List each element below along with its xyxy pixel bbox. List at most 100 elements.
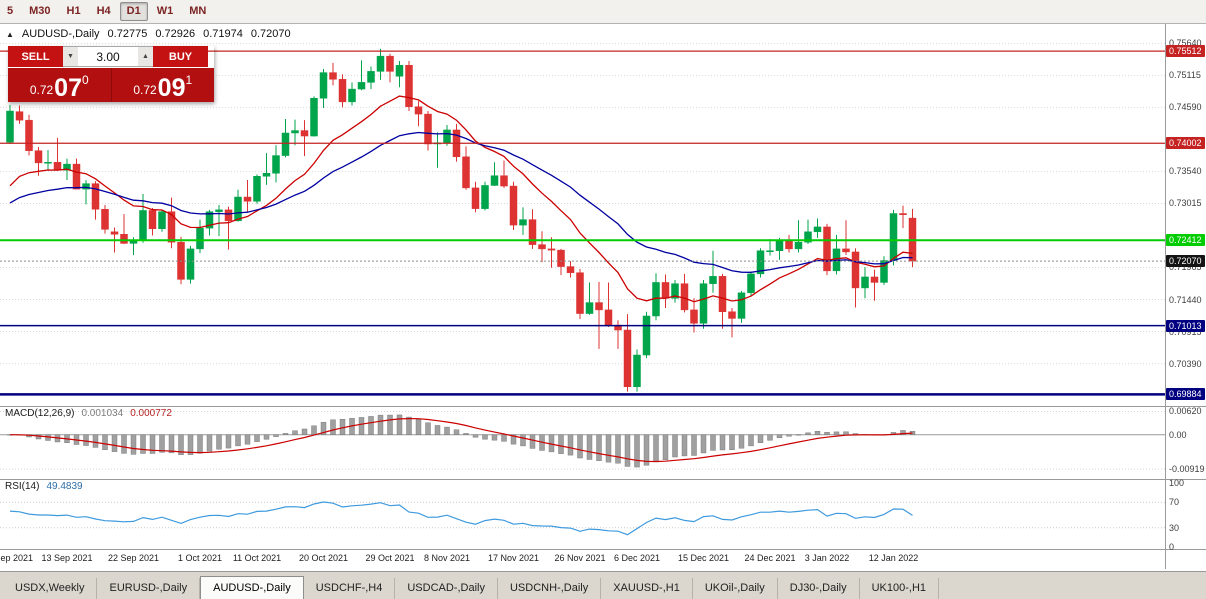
candle-body xyxy=(139,210,147,241)
candle-body xyxy=(72,163,81,190)
date-label: 13 Sep 2021 xyxy=(41,553,93,563)
collapse-icon[interactable]: ▲ xyxy=(6,29,14,39)
timeframe-button-d1[interactable]: D1 xyxy=(119,2,148,21)
timeframe-button-h1[interactable]: H1 xyxy=(66,5,81,17)
rsi-axis-label: 100 xyxy=(1169,478,1185,488)
macd-histogram-bar xyxy=(776,434,783,439)
chart-tab-usdcnh-daily[interactable]: USDCNH-,Daily xyxy=(498,578,602,599)
timeframe-button-w1[interactable]: W1 xyxy=(156,5,174,17)
chart-title: AUDUSD-,Daily xyxy=(21,28,100,40)
candle-body xyxy=(177,241,185,280)
candle-body xyxy=(642,315,651,356)
price-axis-label: 0.71965 xyxy=(1169,262,1202,273)
chart-tab-usdcad-daily[interactable]: USDCAD-,Daily xyxy=(395,578,498,599)
macd-histogram-bar xyxy=(634,434,640,468)
candle-body xyxy=(300,130,309,137)
candle-body xyxy=(490,175,499,186)
macd-histogram-bar xyxy=(339,419,346,435)
price-axis-label: 0.74590 xyxy=(1169,102,1202,113)
chart-tab-dj30-daily[interactable]: DJ30-,Daily xyxy=(778,578,860,599)
macd-histogram-bar xyxy=(16,434,23,436)
chart-tab-usdchf-h4[interactable]: USDCHF-,H4 xyxy=(304,578,396,599)
candle-body xyxy=(82,183,90,190)
sell-price-point: 0 xyxy=(81,73,89,87)
date-label: 3 Sep 2021 xyxy=(0,553,34,563)
volume-down-button[interactable]: ▼ xyxy=(63,46,78,67)
sell-price-display[interactable]: 0.72 07 0 xyxy=(8,68,111,102)
candle-body xyxy=(53,162,62,171)
chart-tab-eurusd-daily[interactable]: EURUSD-,Daily xyxy=(97,578,201,599)
macd-histogram-bar xyxy=(225,434,232,449)
chart-ohlc-header: ▲ AUDUSD-,Daily 0.72775 0.72926 0.71974 … xyxy=(6,28,291,40)
candle-body xyxy=(908,217,917,262)
buy-button[interactable]: BUY xyxy=(153,46,208,67)
candle-body xyxy=(785,240,793,250)
candle-body xyxy=(680,283,689,311)
macd-histogram-bar xyxy=(453,429,460,435)
timeframe-button-mn[interactable]: MN xyxy=(189,5,207,17)
chart-tab-usdx-weekly[interactable]: USDX,Weekly xyxy=(3,578,98,599)
ohlc-close: 0.72070 xyxy=(250,28,291,40)
macd-histogram-bar xyxy=(852,433,859,435)
hline-price-tag[interactable]: 0.75512 xyxy=(1166,45,1205,58)
macd-histogram-bar xyxy=(482,434,488,440)
macd-histogram-bar xyxy=(757,434,764,444)
candle-body xyxy=(376,55,385,72)
candle-body xyxy=(880,260,888,283)
macd-histogram-bar xyxy=(596,434,602,461)
candle-body xyxy=(120,234,128,244)
macd-histogram-bar xyxy=(833,431,840,435)
volume-up-button[interactable]: ▲ xyxy=(138,46,153,67)
timeframe-button-5[interactable]: 5 xyxy=(7,5,14,17)
chart-tab-audusd-daily[interactable]: AUDUSD-,Daily xyxy=(200,576,304,599)
macd-histogram-bar xyxy=(871,434,878,436)
macd-histogram-bar xyxy=(415,419,422,435)
macd-histogram-bar xyxy=(691,434,697,456)
candle-body xyxy=(842,248,850,253)
hline-price-tag[interactable]: 0.69884 xyxy=(1166,388,1205,401)
chart-tab-ukoil-daily[interactable]: UKOil-,Daily xyxy=(693,578,778,599)
candle-body xyxy=(148,210,157,230)
timeframe-button-m30[interactable]: M30 xyxy=(29,5,51,17)
candle-body xyxy=(6,110,14,143)
rsi-indicator-header: RSI(14) 49.4839 xyxy=(5,481,83,493)
hline-price-tag[interactable]: 0.71013 xyxy=(1166,319,1205,332)
date-label: 8 Nov 2021 xyxy=(423,553,471,563)
candle-body xyxy=(509,185,518,226)
macd-histogram-bar xyxy=(786,434,792,437)
macd-histogram-bar xyxy=(168,434,175,454)
candle-body xyxy=(471,187,480,209)
macd-histogram-bar xyxy=(377,414,384,435)
sell-button[interactable]: SELL xyxy=(8,46,63,67)
candle-body xyxy=(395,65,404,77)
macd-signal-line xyxy=(9,417,913,463)
one-click-trading-widget: SELL ▼ ▲ BUY 0.72 07 0 0.72 09 1 xyxy=(8,46,214,102)
ohlc-low: 0.71974 xyxy=(203,28,243,40)
candle-body xyxy=(129,240,138,244)
hline-price-tag[interactable]: 0.74002 xyxy=(1166,137,1205,150)
timeframe-button-h4[interactable]: H4 xyxy=(96,5,111,17)
candle-body xyxy=(557,249,565,267)
macd-histogram-bar xyxy=(824,431,830,435)
chart-tab-uk100-h1[interactable]: UK100-,H1 xyxy=(860,578,940,599)
macd-histogram-bar xyxy=(672,434,678,458)
macd-histogram-bar xyxy=(814,431,821,435)
candle-body xyxy=(310,97,318,137)
macd-histogram-bar xyxy=(653,434,659,463)
buy-price-display[interactable]: 0.72 09 1 xyxy=(110,68,215,102)
candle-body xyxy=(614,324,622,331)
volume-input[interactable] xyxy=(78,46,138,67)
rsi-line xyxy=(9,501,913,536)
macd-histogram-bar xyxy=(159,434,165,453)
candle-body xyxy=(595,302,603,311)
candle-body xyxy=(462,156,470,189)
hline-price-tag[interactable]: 0.72412 xyxy=(1166,234,1205,247)
candle-body xyxy=(794,241,803,250)
chart-tab-xauusd-h1[interactable]: XAUUSD-,H1 xyxy=(601,578,693,599)
macd-histogram-bar xyxy=(263,434,270,440)
macd-histogram-bar xyxy=(311,425,317,435)
date-label: 22 Sep 2021 xyxy=(107,553,160,563)
candle-body xyxy=(538,244,546,250)
candle-body xyxy=(889,213,898,261)
